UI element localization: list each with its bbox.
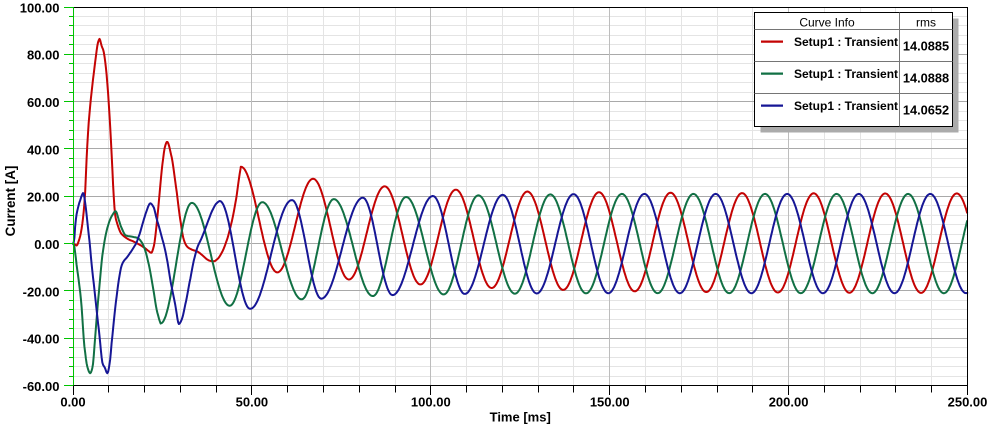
- svg-text:100.00: 100.00: [20, 0, 60, 15]
- svg-text:250.00: 250.00: [948, 395, 987, 410]
- svg-text:0.00: 0.00: [34, 237, 59, 252]
- svg-text:Setup1 : Transient: Setup1 : Transient: [794, 99, 898, 113]
- svg-text:150.00: 150.00: [590, 395, 630, 410]
- svg-text:-20.00: -20.00: [23, 284, 60, 299]
- svg-text:40.00: 40.00: [27, 142, 60, 157]
- svg-text:14.0888: 14.0888: [903, 70, 949, 85]
- svg-text:50.00: 50.00: [236, 395, 269, 410]
- svg-text:Setup1 : Transient: Setup1 : Transient: [794, 35, 898, 49]
- svg-text:Setup1 : Transient: Setup1 : Transient: [794, 67, 898, 81]
- svg-text:100.00: 100.00: [411, 395, 451, 410]
- svg-text:Current [A]: Current [A]: [3, 166, 18, 237]
- svg-text:-60.00: -60.00: [23, 379, 60, 394]
- svg-text:20.00: 20.00: [27, 190, 60, 205]
- svg-text:0.00: 0.00: [60, 395, 85, 410]
- svg-text:rms: rms: [916, 15, 936, 29]
- svg-text:200.00: 200.00: [769, 395, 809, 410]
- svg-text:14.0885: 14.0885: [903, 38, 949, 53]
- svg-text:Time [ms]: Time [ms]: [490, 410, 551, 425]
- svg-text:Curve Info: Curve Info: [799, 15, 855, 29]
- svg-text:-40.00: -40.00: [23, 332, 60, 347]
- svg-text:60.00: 60.00: [27, 95, 60, 110]
- svg-text:80.00: 80.00: [27, 48, 60, 63]
- svg-text:14.0652: 14.0652: [903, 102, 949, 117]
